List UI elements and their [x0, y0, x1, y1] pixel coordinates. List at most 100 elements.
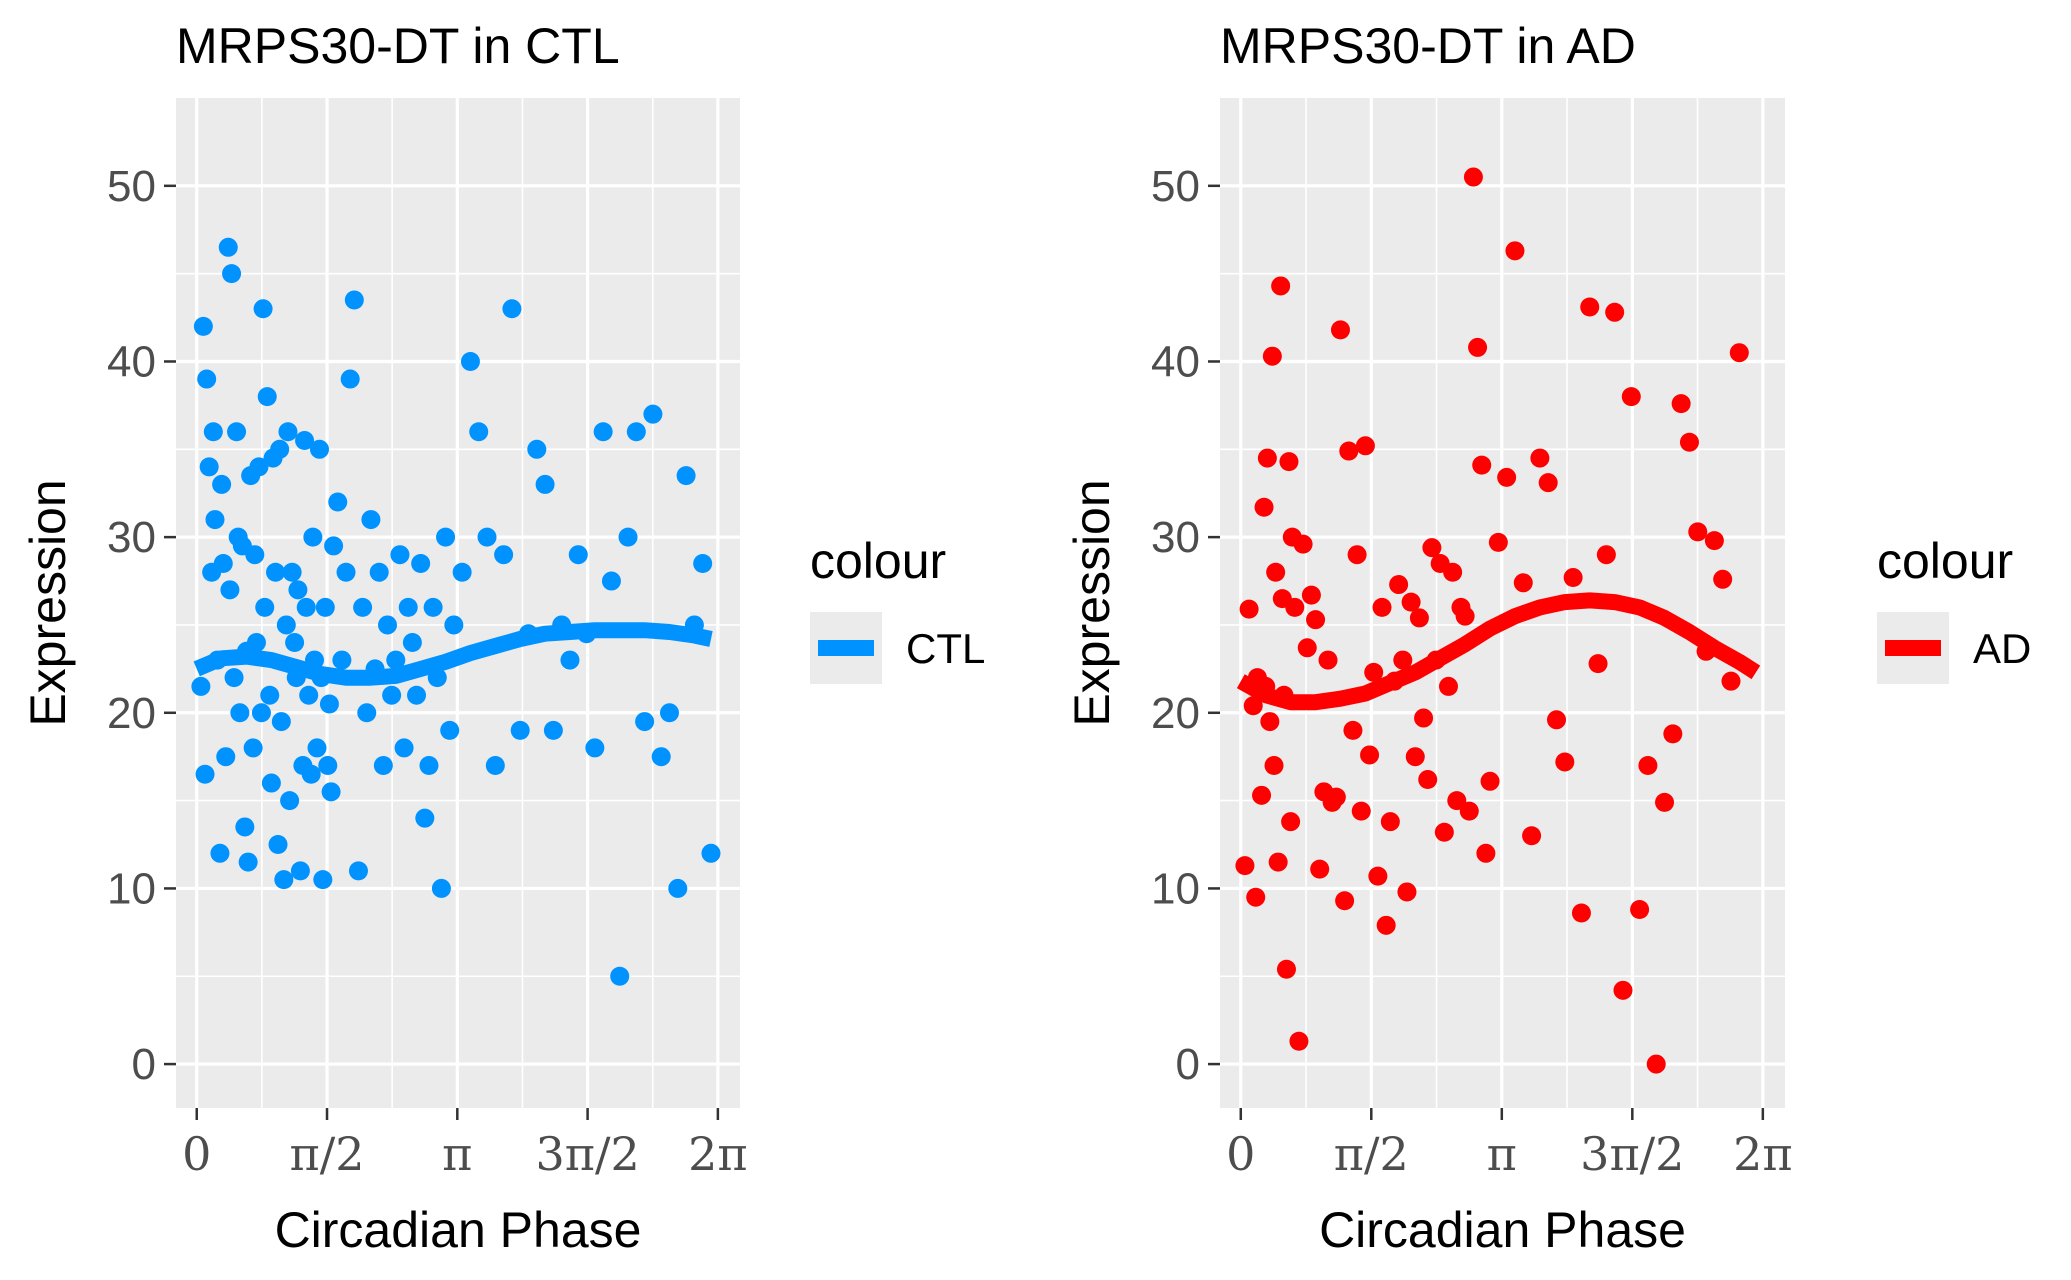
- ctl-data-point: [440, 720, 460, 740]
- ad-data-point: [1422, 538, 1442, 558]
- ad-data-point: [1405, 747, 1425, 767]
- ctl-data-point: [373, 755, 393, 775]
- ad-data-point: [1418, 770, 1438, 790]
- ctl-data-point: [411, 553, 431, 573]
- ad-data-point: [1257, 448, 1277, 468]
- ad-data-point: [1339, 441, 1359, 461]
- ctl-y-tick-label: 40: [107, 337, 156, 386]
- ctl-data-point: [601, 571, 621, 591]
- ad-x-tick-label: 2π: [1733, 1127, 1793, 1181]
- ad-data-point: [1279, 452, 1299, 472]
- ad-data-point: [1434, 822, 1454, 842]
- ctl-data-point: [260, 685, 280, 705]
- ad-legend: colour AD: [1877, 533, 2031, 684]
- ad-data-point: [1260, 712, 1280, 732]
- ctl-data-point: [635, 712, 655, 732]
- ctl-data-point: [296, 597, 316, 617]
- ad-data-point: [1555, 752, 1575, 772]
- ctl-data-point: [651, 747, 671, 767]
- ctl-x-tick-label: 0: [182, 1127, 211, 1181]
- ctl-data-point: [436, 527, 456, 547]
- ad-data-point: [1522, 826, 1542, 846]
- ctl-data-point: [288, 580, 308, 600]
- ad-data-point: [1655, 792, 1675, 812]
- ctl-data-point: [431, 878, 451, 898]
- ctl-data-point: [280, 791, 300, 811]
- ad-data-point: [1463, 167, 1483, 187]
- ctl-data-point: [199, 457, 219, 477]
- ctl-data-point: [460, 351, 480, 371]
- ad-data-point: [1538, 473, 1558, 493]
- ad-data-point: [1721, 671, 1741, 691]
- ad-data-point: [1343, 720, 1363, 740]
- ad-data-point: [1297, 638, 1317, 658]
- ad-data-point: [1276, 959, 1296, 979]
- ad-data-point: [1293, 534, 1313, 554]
- ctl-data-point: [246, 633, 266, 653]
- ctl-data-point: [340, 369, 360, 389]
- ad-y-axis-title: Expression: [1064, 479, 1120, 726]
- ad-data-point: [1264, 755, 1284, 775]
- ctl-data-point: [243, 738, 263, 758]
- ctl-data-point: [618, 527, 638, 547]
- ctl-data-point: [274, 870, 294, 890]
- ad-data-point: [1246, 887, 1266, 907]
- ad-y-tick-label: 20: [1151, 689, 1200, 738]
- ad-data-point: [1563, 568, 1583, 588]
- ad-data-point: [1679, 432, 1699, 452]
- ctl-data-point: [485, 755, 505, 775]
- ad-data-point: [1306, 610, 1326, 630]
- ctl-data-point: [332, 650, 352, 670]
- ctl-data-point: [315, 597, 335, 617]
- ad-data-point: [1397, 882, 1417, 902]
- ctl-data-point: [502, 299, 522, 319]
- ctl-data-point: [203, 422, 223, 442]
- ctl-x-tick-label: π: [442, 1127, 472, 1181]
- ad-data-point: [1335, 891, 1355, 911]
- ctl-data-point: [222, 264, 242, 284]
- ctl-data-point: [568, 545, 588, 565]
- ad-data-point: [1455, 606, 1475, 626]
- ad-data-point: [1513, 573, 1533, 593]
- ad-data-point: [1360, 745, 1380, 765]
- ctl-data-point: [353, 597, 373, 617]
- ad-data-point: [1376, 915, 1396, 935]
- ad-data-point: [1530, 448, 1550, 468]
- ctl-data-point: [469, 422, 489, 442]
- ctl-data-point: [643, 404, 663, 424]
- ctl-data-point: [402, 633, 422, 653]
- ctl-data-point: [255, 597, 275, 617]
- ctl-data-point: [319, 694, 339, 714]
- ad-data-point: [1588, 654, 1608, 674]
- ctl-data-point: [324, 536, 344, 556]
- ad-data-point: [1571, 903, 1591, 923]
- ctl-data-point: [307, 738, 327, 758]
- ctl-data-point: [361, 510, 381, 530]
- ctl-data-point: [261, 773, 281, 793]
- ad-data-point: [1621, 387, 1641, 407]
- ctl-data-point: [318, 755, 338, 775]
- ad-x-axis: 0 π/2 π 3π/2 2π: [1226, 1108, 1793, 1181]
- ctl-data-point: [527, 439, 547, 459]
- ctl-data-point: [676, 466, 696, 486]
- ad-data-point: [1326, 787, 1346, 807]
- ad-points: [1235, 167, 1749, 1074]
- ad-y-tick-label: 30: [1151, 513, 1200, 562]
- ctl-data-point: [205, 510, 225, 530]
- ad-data-point: [1389, 575, 1409, 595]
- ad-y-tick-label: 0: [1176, 1040, 1200, 1089]
- ctl-data-point: [303, 527, 323, 547]
- ctl-data-point: [278, 422, 298, 442]
- ad-y-tick-label: 50: [1151, 162, 1200, 211]
- ad-data-point: [1266, 562, 1286, 582]
- ctl-data-point: [357, 703, 377, 723]
- ad-data-point: [1476, 843, 1496, 863]
- ctl-data-point: [348, 861, 368, 881]
- ad-data-point: [1281, 812, 1301, 832]
- ad-data-point: [1351, 801, 1371, 821]
- ad-data-point: [1468, 337, 1488, 357]
- ctl-x-tick-label: 2π: [688, 1127, 748, 1181]
- ctl-data-point: [249, 457, 269, 477]
- ctl-data-point: [344, 290, 364, 310]
- ctl-chart-title: MRPS30-DT in CTL: [176, 18, 620, 74]
